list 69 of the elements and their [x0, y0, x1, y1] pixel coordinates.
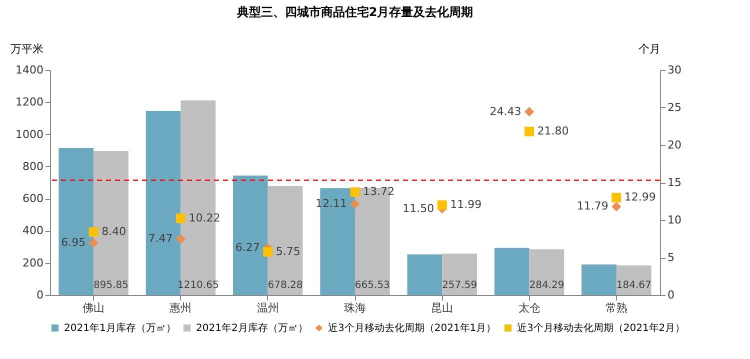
x-tick-label: 佛山 — [82, 302, 105, 314]
data-label: 11.50 — [402, 202, 434, 215]
data-label: 13.72 — [363, 185, 394, 198]
point — [612, 202, 622, 212]
y-tick-label: 800 — [22, 160, 44, 173]
data-label: 24.43 — [490, 104, 522, 118]
x-tick-label: 温州 — [256, 302, 279, 314]
y-tick-label: 200 — [22, 256, 44, 270]
data-label: 5.75 — [276, 244, 300, 258]
data-label: 11.99 — [450, 198, 482, 212]
point — [176, 234, 186, 244]
x-tick-label: 昆山 — [431, 302, 454, 314]
point — [350, 199, 360, 209]
bar — [529, 249, 564, 295]
y-tick-label: 1200 — [16, 96, 44, 109]
data-label: 7.47 — [148, 232, 173, 245]
y2-tick-label: 0 — [668, 288, 674, 302]
chart-title: 典型三、四城市商品住宅2月存量及去化周期 — [236, 5, 474, 19]
y-tick-label: 600 — [22, 192, 44, 206]
x-tick-label: 珠海 — [344, 302, 366, 314]
data-label: 284.29 — [529, 280, 564, 291]
bar — [494, 248, 530, 295]
data-label: 11.79 — [576, 200, 608, 213]
data-label: 21.80 — [537, 124, 569, 138]
point — [263, 247, 273, 257]
data-label: 10.22 — [188, 211, 220, 224]
data-label: 665.53 — [354, 280, 390, 291]
data-label: 12.99 — [624, 190, 656, 204]
x-tick-label: 太仓 — [518, 302, 540, 314]
data-label: 184.67 — [616, 280, 652, 291]
bar — [233, 176, 268, 295]
bar — [407, 254, 442, 295]
point — [437, 200, 447, 210]
y-tick-label: 1000 — [16, 128, 44, 141]
point — [176, 214, 186, 224]
legend-label: 2021年2月库存（万㎡） — [196, 322, 308, 334]
y2-tick-label: 20 — [668, 138, 682, 152]
data-label: 6.27 — [235, 240, 260, 254]
data-label: 678.28 — [268, 280, 303, 291]
y2-axis-title: 个月 — [638, 42, 660, 56]
y2-tick-label: 25 — [668, 101, 682, 114]
y-tick-label: 1400 — [16, 64, 44, 76]
y2-tick-label: 30 — [668, 64, 682, 76]
point — [88, 227, 98, 237]
data-label: 8.40 — [102, 225, 126, 238]
data-label: 6.95 — [61, 236, 86, 249]
x-tick-label: 惠州 — [168, 302, 192, 314]
bar — [58, 148, 94, 295]
bar — [442, 254, 477, 295]
y-tick-label: 0 — [36, 288, 44, 302]
bar — [268, 186, 303, 295]
legend-label: 近3个月移动去化周期（2021年2月） — [517, 322, 686, 334]
data-label: 895.85 — [94, 280, 128, 291]
x-tick-label: 常熟 — [605, 302, 628, 314]
point — [88, 238, 98, 248]
y2-tick-label: 5 — [668, 251, 674, 264]
point — [350, 187, 360, 197]
data-label: 257.59 — [442, 280, 478, 291]
point — [524, 107, 534, 117]
y2-tick-label: 15 — [668, 176, 682, 189]
legend-label: 2021年1月库存（万㎡） — [64, 322, 176, 334]
legend-label: 近3个月移动去化周期（2021年1月） — [328, 322, 496, 334]
y-axis-title: 万平米 — [10, 42, 44, 56]
y-tick-label: 400 — [22, 224, 44, 238]
bar — [582, 264, 616, 295]
point — [524, 126, 534, 136]
bar — [94, 151, 128, 295]
y2-tick-label: 10 — [668, 214, 682, 226]
point — [612, 192, 622, 202]
